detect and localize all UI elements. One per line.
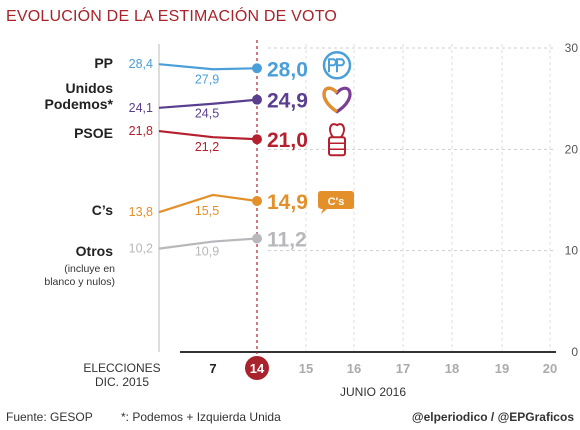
y-tick-0: 0 (571, 345, 578, 359)
series-1: 24,1 24,5 24,9 (129, 90, 308, 121)
series-0: 28,4 27,9 28,0 (129, 57, 308, 86)
value-label-start-1: 24,1 (129, 101, 153, 115)
series-endpoint-0 (252, 63, 262, 74)
value-label-mid-0: 27,9 (195, 72, 219, 86)
series-2: 21,8 21,2 21,0 (129, 124, 308, 154)
party-name-0: PP (94, 55, 113, 71)
value-label-mid-2: 21,2 (195, 140, 219, 154)
x-tick-14: 14 (250, 361, 265, 376)
x-tick-19: 19 (495, 361, 509, 376)
rose-shape (329, 123, 345, 138)
series-endpoint-4 (252, 233, 262, 244)
cs-logo-bubble (318, 191, 354, 215)
x-label-elections: ELECCIONES (83, 361, 160, 375)
value-label-start-0: 28,4 (129, 57, 153, 71)
value-label-current-3: 14,9 (267, 191, 308, 214)
value-label-start-4: 10,2 (129, 242, 153, 256)
party-name-4: Otros (76, 243, 114, 259)
series-3: 13,8 15,5 14,9 (129, 191, 308, 219)
source-note: Fuente: GESOP (6, 410, 93, 424)
rose-fist-logo-icon (328, 123, 346, 157)
x-tick-20: 20 (543, 361, 557, 376)
footer: Fuente: GESOP *: Podemos + Izquierda Uni… (6, 410, 574, 424)
chart-title: EVOLUCIÓN DE LA ESTIMACIÓN DE VOTO (6, 6, 337, 25)
series-line-1 (158, 98, 258, 109)
y-tick-20: 20 (565, 142, 579, 156)
pp-logo-ring (322, 51, 352, 80)
series-endpoint-3 (252, 196, 262, 207)
series-line-2 (158, 130, 258, 141)
value-label-current-2: 21,0 (267, 129, 308, 152)
series-endpoint-2 (252, 134, 262, 145)
pp-logo-icon (322, 51, 352, 80)
gridlines: 0 10 20 30 (268, 41, 578, 359)
cs-logo-text: C's (328, 196, 345, 208)
party-name-3: C’s (92, 202, 113, 218)
credit: @elperiodico / @EPGraficos (412, 410, 574, 424)
value-label-mid-3: 15,5 (195, 204, 219, 218)
fist-fingers (329, 142, 345, 150)
x-label-elections-date: DIC. 2015 (95, 375, 149, 389)
heart-logo-icon (322, 86, 352, 114)
x-tick-17: 17 (396, 361, 410, 376)
series-line-0 (158, 63, 258, 71)
value-label-mid-1: 24,5 (195, 107, 219, 121)
y-tick-10: 10 (565, 244, 579, 258)
value-label-start-3: 13,8 (129, 205, 153, 219)
party-name-1: Unidos (66, 80, 114, 96)
value-label-start-2: 21,8 (129, 124, 153, 138)
series-endpoint-1 (252, 94, 262, 105)
fist-shape (328, 136, 346, 157)
value-label-current-1: 24,9 (267, 90, 308, 113)
party-name-2: PSOE (74, 125, 113, 141)
x-tick-7: 7 (209, 361, 216, 376)
current-day-marker (245, 356, 269, 380)
footnote: *: Podemos + Izquierda Unida (121, 410, 281, 424)
axes (158, 40, 556, 354)
series-line-3 (158, 193, 258, 214)
party-name-1-b: Podemos* (45, 96, 114, 112)
series-4: 10,2 10,9 11,2 (129, 229, 307, 259)
pp-logo-letters (328, 58, 345, 73)
cs-logo-icon: C's (318, 191, 354, 215)
heart-left-stroke (322, 86, 339, 114)
series-line-4 (158, 237, 258, 250)
value-label-mid-4: 10,9 (195, 245, 219, 259)
others-note-2: blanco y nulos) (44, 276, 115, 288)
y-tick-30: 30 (565, 41, 579, 55)
value-label-current-0: 28,0 (267, 58, 308, 81)
x-tick-18: 18 (445, 361, 459, 376)
value-label-current-4: 11,2 (267, 229, 307, 252)
series-group: 28,4 27,9 28,0 24,1 24,5 24,9 21,8 21,2 21,0 13,8… (129, 57, 308, 258)
x-month-label: JUNIO 2016 (340, 385, 406, 399)
others-note-1: (incluye en (64, 263, 115, 275)
x-tick-16: 16 (347, 361, 361, 376)
x-tick-15: 15 (299, 361, 313, 376)
